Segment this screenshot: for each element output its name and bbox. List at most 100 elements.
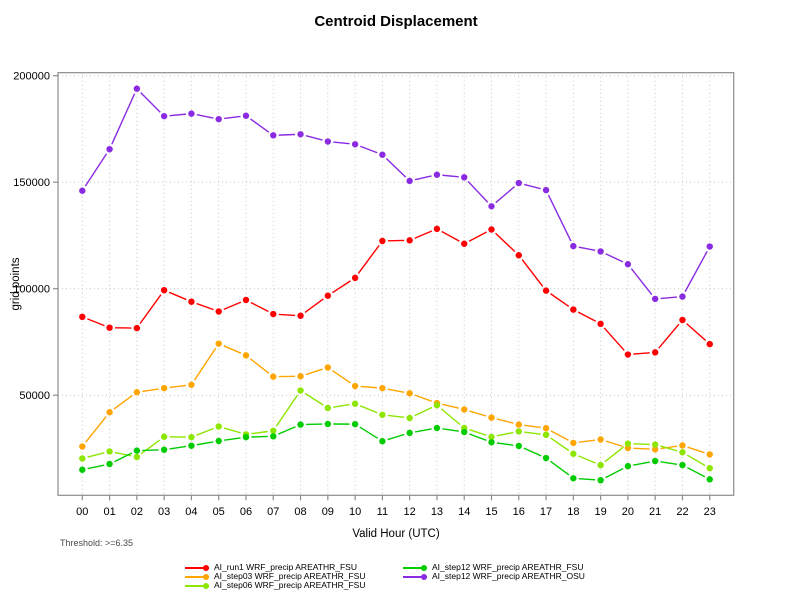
data-point [297, 312, 304, 319]
data-point [515, 421, 522, 428]
data-point [515, 179, 522, 187]
legend-item: AI_step06 WRF_precip AREATHR_FSU [185, 581, 365, 590]
data-point [406, 429, 413, 437]
series-segment [414, 394, 433, 402]
data-point [542, 287, 550, 294]
data-point [679, 442, 686, 449]
series-segment [603, 327, 625, 351]
data-point [242, 112, 250, 119]
series-segment [278, 313, 296, 317]
series-segment [387, 433, 405, 441]
series-segment [495, 186, 516, 204]
series-segment [414, 428, 432, 433]
data-point [106, 145, 113, 153]
series-segment [496, 418, 514, 424]
data-point [570, 306, 577, 313]
data-point [324, 292, 332, 299]
data-point [297, 421, 304, 428]
series-segment [523, 183, 541, 190]
data-point [406, 237, 413, 244]
x-tick-label: 03 [158, 506, 170, 518]
data-point [188, 298, 195, 305]
data-point [679, 316, 686, 324]
data-point [351, 420, 359, 428]
data-point [433, 424, 441, 432]
data-point [488, 226, 495, 233]
series-segment [687, 466, 706, 478]
series-segment [87, 318, 105, 327]
series-segment [169, 384, 187, 389]
legend-item: AI_step12 WRF_precip AREATHR_FSU [403, 563, 585, 572]
data-point [406, 177, 413, 185]
series-segment [305, 368, 323, 376]
series-segment [332, 280, 351, 294]
series-segment [630, 268, 653, 296]
data-point [570, 450, 577, 457]
series-segment [658, 323, 680, 349]
data-point [570, 242, 577, 250]
data-point [542, 186, 550, 194]
series-segment [275, 394, 299, 427]
data-point [406, 390, 413, 397]
data-point [433, 225, 441, 233]
series-segment [660, 445, 678, 450]
data-point [133, 324, 141, 332]
data-point [597, 436, 604, 443]
y-tick-label: 200000 [13, 71, 50, 83]
data-point [133, 389, 141, 396]
x-tick-label: 04 [185, 506, 197, 518]
data-point [242, 433, 250, 441]
data-point [706, 465, 713, 472]
data-point [106, 324, 113, 331]
legend-item: AI_run1 WRF_precip AREATHR_FSU [185, 563, 365, 572]
x-tick-label: 19 [594, 506, 606, 518]
series-segment [496, 431, 514, 437]
legend-line-marker-icon [403, 572, 427, 581]
series-segment [333, 403, 350, 408]
data-point [597, 320, 604, 328]
data-point [133, 447, 141, 454]
series-segment [142, 449, 159, 452]
data-point [79, 187, 86, 194]
series-segment [440, 408, 461, 426]
series-segment [469, 433, 487, 441]
data-point [160, 112, 168, 120]
data-point [324, 404, 332, 412]
legend-line-marker-icon [185, 572, 209, 581]
data-point [515, 252, 522, 259]
data-point [133, 85, 141, 92]
series-segment [169, 445, 187, 450]
data-point [379, 384, 386, 392]
data-point [651, 295, 659, 303]
series-segment [604, 446, 625, 463]
series-segment [196, 441, 214, 446]
data-point [242, 352, 250, 359]
series-segment [578, 455, 596, 464]
series-3 [79, 387, 713, 472]
y-tick-label: 100000 [13, 284, 50, 296]
chart-title: Centroid Displacement [314, 13, 478, 30]
data-point [106, 409, 113, 416]
legend-label: AI_run1 WRF_precip AREATHR_FSU [214, 562, 357, 572]
legend-line [185, 585, 209, 587]
data-point [433, 171, 441, 178]
data-point [160, 433, 168, 440]
series-segment [359, 145, 378, 154]
series-segment [139, 294, 162, 325]
series-segment [523, 447, 542, 457]
series-segment [304, 392, 324, 406]
series-segment [111, 93, 136, 145]
series-4 [79, 420, 713, 484]
series-segment [441, 230, 460, 242]
data-point [160, 286, 168, 294]
series-segment [660, 296, 678, 300]
data-point [379, 237, 386, 245]
legend-line [185, 567, 209, 569]
series-segment [387, 388, 405, 393]
data-point [542, 425, 550, 432]
data-point [624, 261, 632, 268]
data-point [651, 457, 659, 465]
series-segment [142, 388, 159, 393]
series-1 [79, 225, 713, 358]
